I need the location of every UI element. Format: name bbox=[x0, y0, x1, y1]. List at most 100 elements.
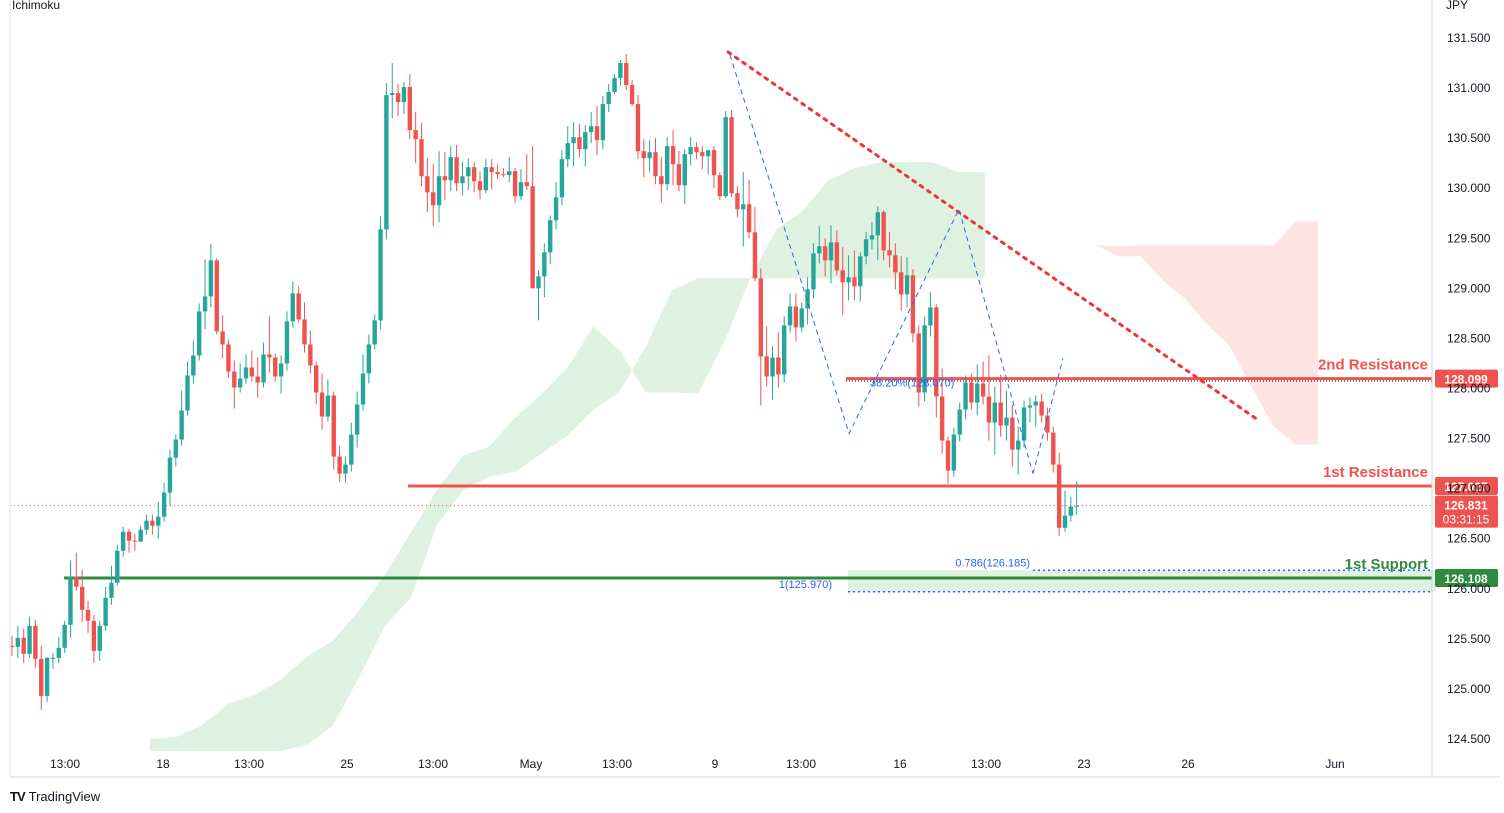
candle-body bbox=[85, 609, 91, 621]
candle-body bbox=[378, 229, 383, 321]
candle-body bbox=[711, 150, 717, 176]
candle-body bbox=[600, 104, 606, 141]
candle-body bbox=[471, 167, 477, 182]
candle-body bbox=[1021, 407, 1027, 441]
candle-body bbox=[641, 151, 646, 159]
candle-body bbox=[764, 356, 769, 377]
y-tick-label: 131.500 bbox=[1447, 31, 1491, 45]
candle-body bbox=[314, 365, 319, 393]
candle-body bbox=[349, 434, 354, 465]
price-badge-0 bbox=[1435, 369, 1498, 388]
candle-body bbox=[524, 182, 529, 187]
candle-body bbox=[97, 625, 102, 651]
x-tick-label: 18 bbox=[156, 757, 170, 771]
level-labels: 38.20%(128.070) 0.786(126.185) 1(125.970) 2… bbox=[779, 357, 1498, 591]
candle-body bbox=[969, 382, 974, 403]
candle-body bbox=[1074, 505, 1079, 507]
candle-body bbox=[752, 232, 758, 279]
candle-body bbox=[331, 395, 336, 457]
x-tick-label: 13:00 bbox=[234, 757, 264, 771]
candle-body bbox=[746, 204, 752, 233]
x-tick-label: 16 bbox=[893, 757, 907, 771]
tradingview-logo[interactable]: TV TradingView bbox=[10, 789, 100, 804]
candle-body bbox=[1027, 405, 1033, 408]
price-badge-2 bbox=[1435, 568, 1498, 587]
candle-body bbox=[653, 152, 658, 177]
candle-body bbox=[694, 147, 699, 153]
candle-body bbox=[132, 540, 138, 542]
x-tick-label: 13:00 bbox=[971, 757, 1001, 771]
candle-body bbox=[191, 355, 196, 376]
y-tick-label: 127.000 bbox=[1447, 482, 1491, 496]
candle-body bbox=[360, 373, 366, 405]
candle-body bbox=[21, 637, 26, 654]
candle-body bbox=[39, 658, 44, 696]
candle-body bbox=[407, 87, 412, 131]
cloud-bullish bbox=[150, 162, 985, 751]
candle-body bbox=[618, 63, 623, 79]
candle-body bbox=[220, 331, 225, 345]
y-tick-label: 130.500 bbox=[1447, 131, 1491, 145]
candle-body bbox=[951, 434, 957, 471]
candle-body bbox=[1033, 401, 1038, 406]
candle-body bbox=[893, 255, 898, 273]
candle-body bbox=[665, 146, 670, 185]
candle-body bbox=[431, 192, 436, 206]
price-badge-text-0: 128.099 bbox=[1444, 373, 1488, 387]
candle-body bbox=[366, 344, 372, 374]
candle-body bbox=[214, 260, 219, 332]
candle-body bbox=[518, 182, 524, 197]
candle-body bbox=[577, 137, 582, 150]
candle-body bbox=[179, 410, 184, 440]
candle-body bbox=[852, 277, 857, 287]
candles bbox=[9, 54, 1079, 710]
candle-body bbox=[319, 392, 325, 417]
candle-body bbox=[834, 242, 840, 271]
candle-body bbox=[676, 164, 682, 186]
candle-body bbox=[705, 150, 711, 157]
candle-body bbox=[1039, 401, 1044, 416]
y-tick-label: 129.000 bbox=[1447, 281, 1491, 295]
y-tick-label: 125.000 bbox=[1447, 682, 1491, 696]
candle-body bbox=[700, 152, 705, 157]
candle-body bbox=[916, 333, 921, 393]
ichimoku-cloud bbox=[150, 162, 1436, 751]
candle-body bbox=[1051, 432, 1056, 465]
x-tick-label: 26 bbox=[1181, 757, 1195, 771]
candle-body bbox=[325, 395, 331, 417]
candle-body bbox=[571, 137, 576, 144]
fib-label-2: 1(125.970) bbox=[779, 579, 832, 591]
candle-body bbox=[202, 296, 208, 312]
candle-body bbox=[68, 576, 73, 625]
candle-body bbox=[875, 212, 880, 236]
candle-body bbox=[992, 402, 997, 423]
candle-body bbox=[612, 78, 617, 93]
candle-body bbox=[1068, 506, 1074, 516]
candle-body bbox=[150, 520, 155, 526]
candle-body bbox=[507, 171, 512, 176]
candle-body bbox=[758, 278, 763, 357]
candle-body bbox=[904, 275, 910, 295]
candle-body bbox=[980, 383, 986, 397]
candle-body bbox=[629, 85, 635, 105]
candle-body bbox=[343, 464, 348, 474]
y-tick-label: 128.000 bbox=[1447, 382, 1491, 396]
candle-body bbox=[881, 212, 886, 251]
level-label-0: 2nd Resistance bbox=[1318, 357, 1428, 374]
candle-body bbox=[822, 246, 828, 261]
candle-body bbox=[284, 321, 290, 364]
x-tick-label: 23 bbox=[1077, 757, 1091, 771]
candle-body bbox=[624, 63, 629, 86]
candle-body bbox=[594, 126, 600, 141]
candle-body bbox=[635, 104, 641, 152]
candle-body bbox=[62, 624, 67, 648]
indicator-label: Ichimoku bbox=[12, 0, 61, 12]
candle-body bbox=[869, 235, 875, 240]
candle-body bbox=[805, 289, 810, 309]
candle-body bbox=[185, 375, 190, 411]
candle-body bbox=[74, 576, 79, 587]
candle-body bbox=[27, 625, 32, 654]
harmonic-leg bbox=[1032, 358, 1064, 474]
candle-body bbox=[454, 157, 459, 184]
